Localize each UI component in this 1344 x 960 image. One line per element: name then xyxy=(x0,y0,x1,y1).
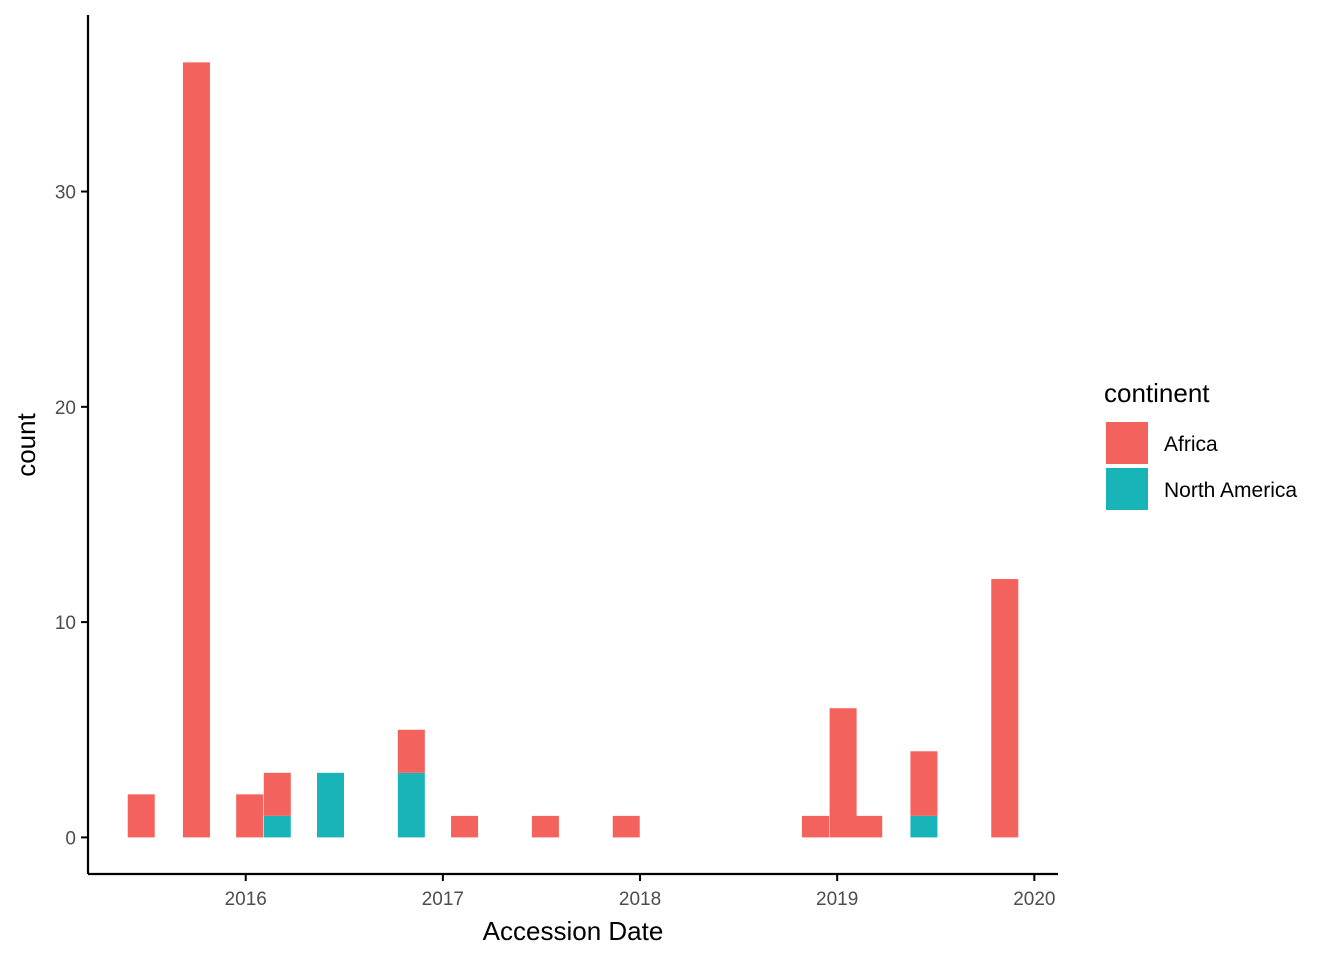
bar-africa xyxy=(451,815,479,838)
legend: continent Africa North America xyxy=(1104,378,1297,510)
bar-north-america xyxy=(397,772,425,838)
y-tick-label: 30 xyxy=(55,183,76,204)
bar-africa xyxy=(182,62,210,838)
x-axis-ticks: 2016 2017 2018 2019 2020 xyxy=(225,874,1055,910)
bar-africa xyxy=(397,729,425,773)
y-tick-label: 10 xyxy=(55,613,76,634)
bar-africa xyxy=(829,708,857,838)
bar-north-america xyxy=(316,772,345,838)
bar-africa xyxy=(236,794,264,838)
bar-africa xyxy=(855,815,883,838)
bar-africa xyxy=(127,794,155,838)
y-axis-ticks: 0 10 20 30 xyxy=(55,183,88,849)
x-tick-label: 2017 xyxy=(422,889,464,910)
x-tick-label: 2016 xyxy=(225,889,267,910)
legend-title: continent xyxy=(1104,378,1210,408)
legend-swatch-north-america xyxy=(1106,468,1148,510)
y-tick-label: 0 xyxy=(65,828,76,849)
y-axis-title: count xyxy=(11,412,41,476)
bar-africa xyxy=(263,772,291,816)
y-tick-label: 20 xyxy=(55,398,76,419)
bars-layer xyxy=(127,62,1019,838)
bar-africa xyxy=(612,815,640,838)
legend-label-africa: Africa xyxy=(1164,433,1218,456)
bar-africa xyxy=(801,815,830,838)
bar-africa xyxy=(531,815,559,838)
x-tick-label: 2019 xyxy=(816,889,858,910)
x-tick-label: 2020 xyxy=(1013,889,1055,910)
bar-africa xyxy=(991,579,1019,838)
bar-north-america xyxy=(263,815,291,838)
legend-entries: Africa North America xyxy=(1106,422,1297,510)
x-axis-title: Accession Date xyxy=(483,916,664,946)
legend-label-north-america: North America xyxy=(1164,479,1297,502)
bar-north-america xyxy=(910,815,938,838)
x-tick-label: 2018 xyxy=(619,889,661,910)
legend-swatch-africa xyxy=(1106,422,1148,464)
bar-africa xyxy=(910,751,938,816)
